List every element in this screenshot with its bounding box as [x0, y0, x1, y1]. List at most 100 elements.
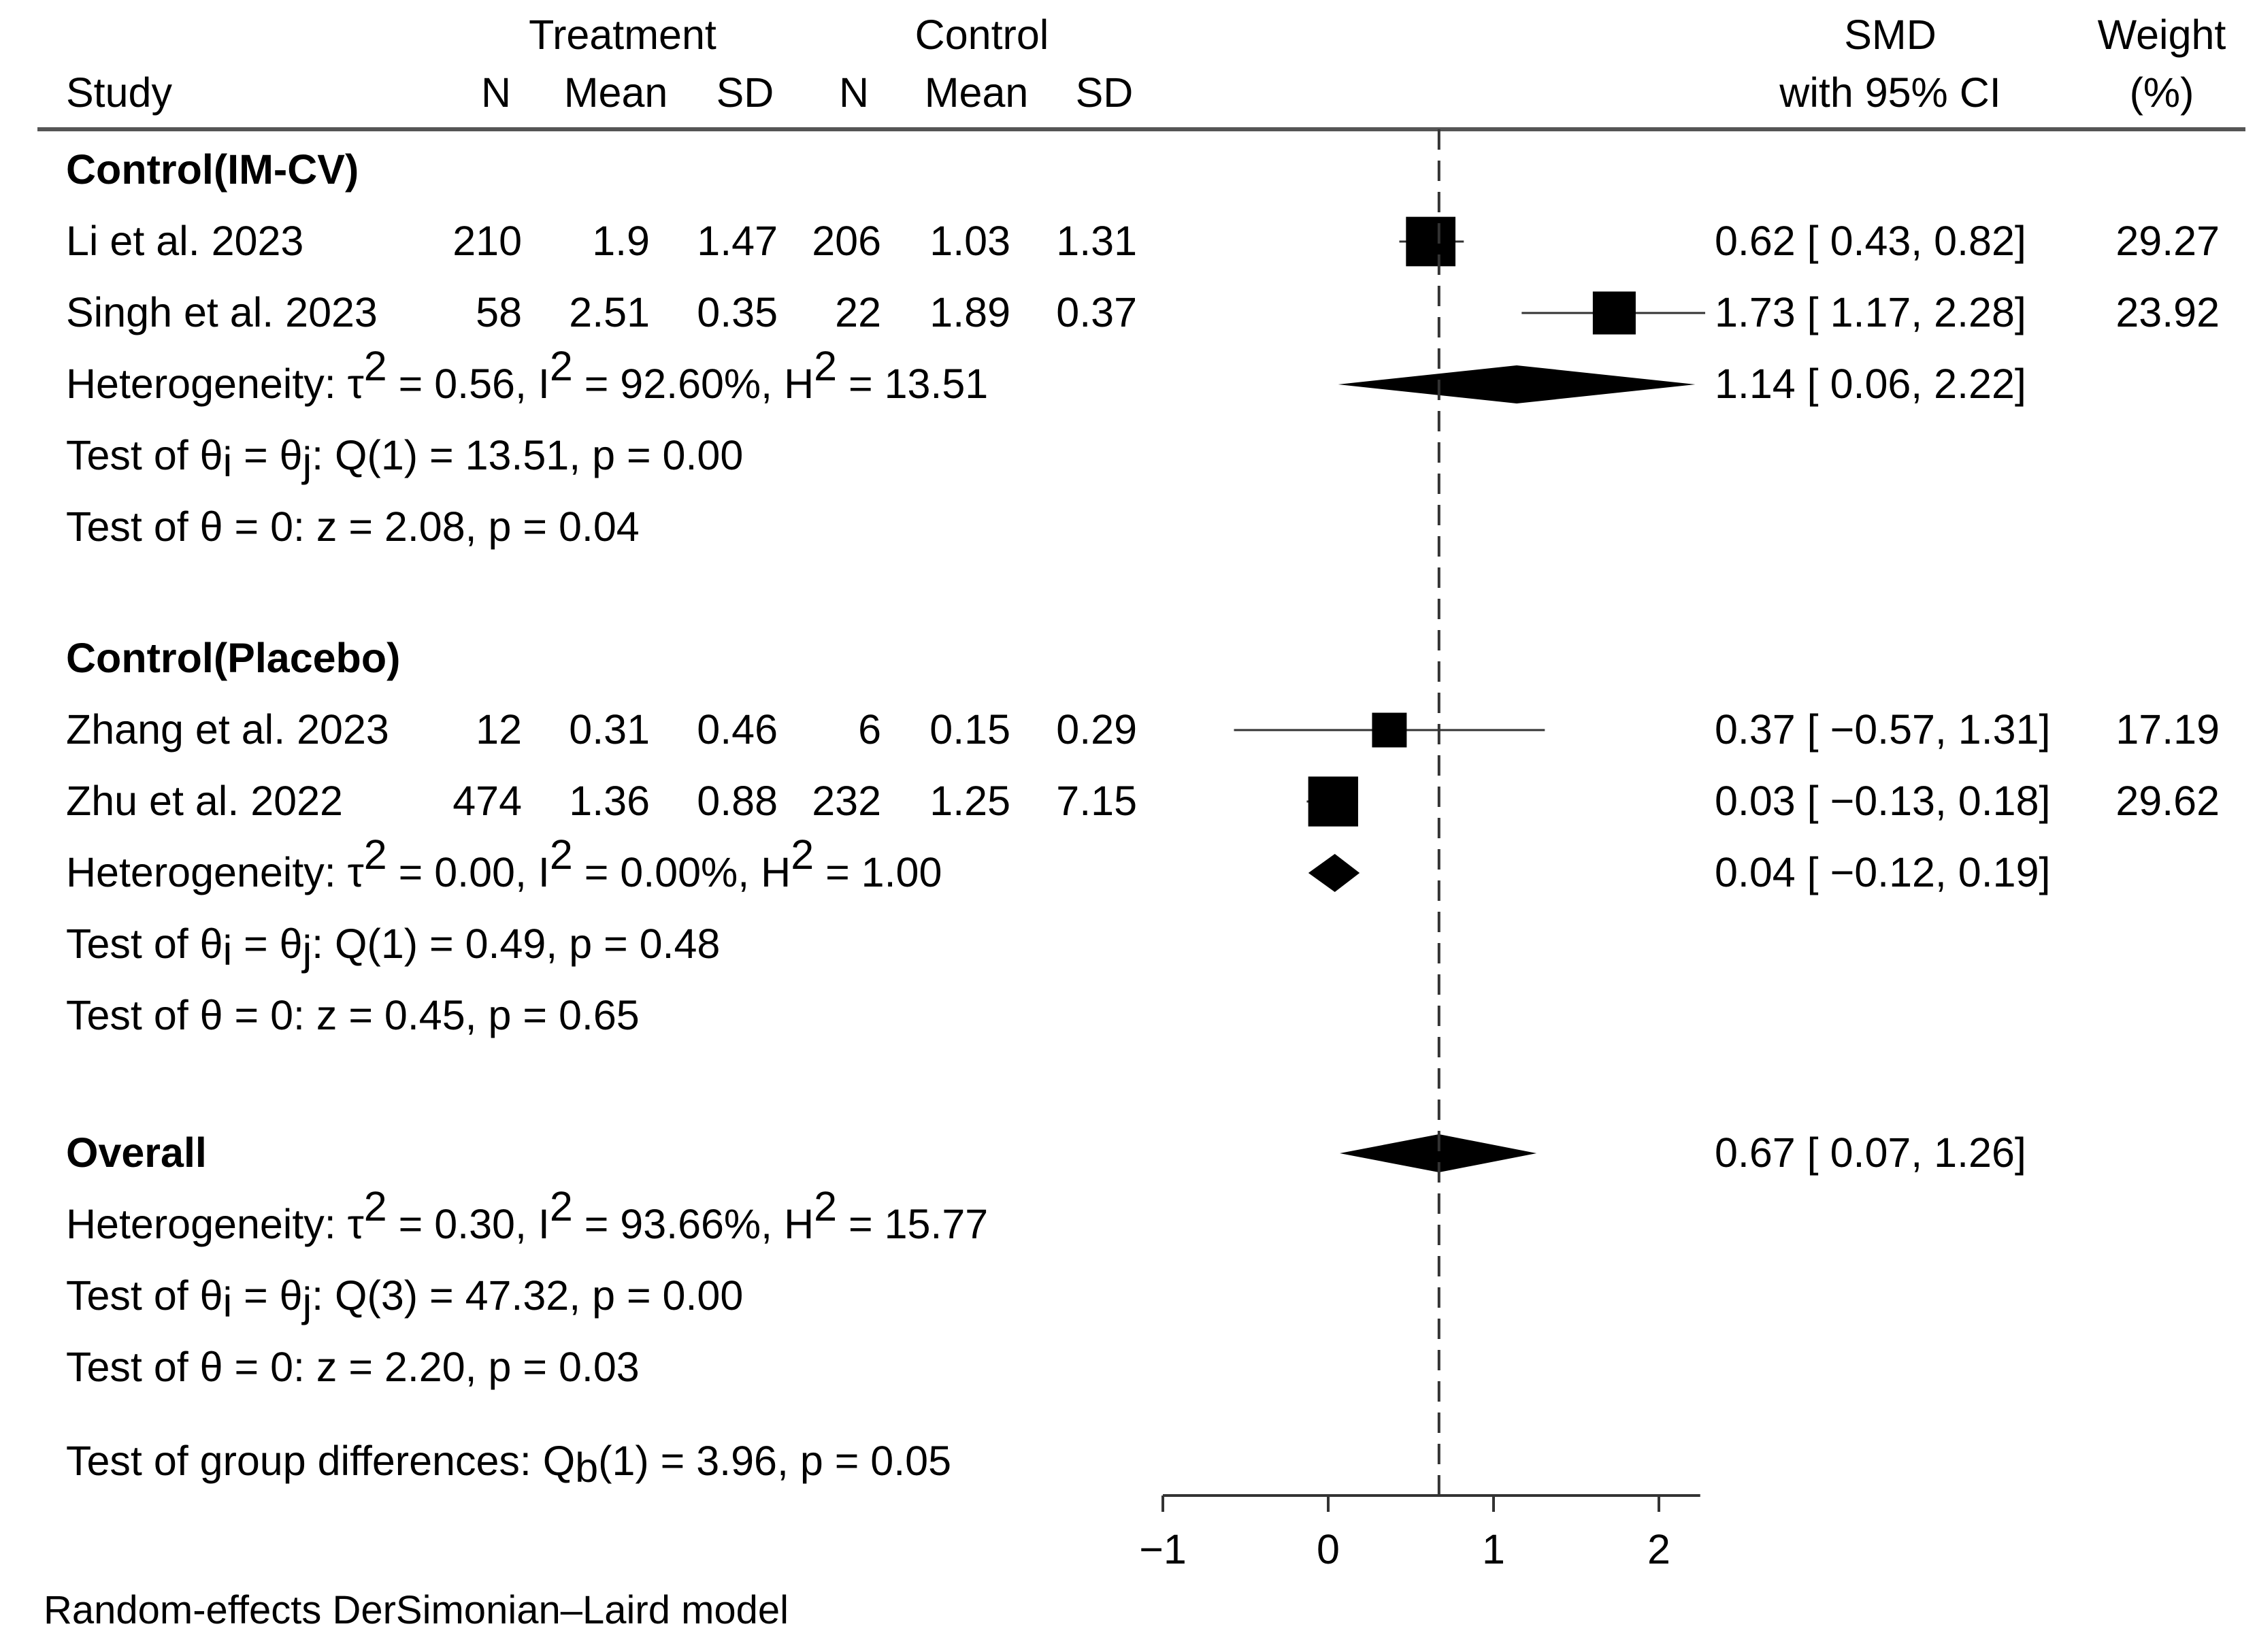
study-weight: 23.92 — [2115, 289, 2220, 335]
het-sup: 2 — [364, 343, 387, 389]
treatment-n: 474 — [452, 778, 522, 824]
het-i-text: = 0.00, I — [387, 849, 550, 895]
test-text: = θ — [232, 1272, 302, 1319]
axis-tick-label: 0 — [1317, 1526, 1340, 1572]
header-weight: Weight — [2098, 12, 2226, 58]
control-n: 232 — [812, 778, 881, 824]
treatment-sd: 0.35 — [697, 289, 778, 335]
homogeneity-test: Test of θi = θj: Q(3) = 47.32, p = 0.00 — [66, 1272, 743, 1325]
treatment-n: 58 — [476, 289, 522, 335]
het-value: = 1.00 — [814, 849, 942, 895]
het-value: = 13.51 — [837, 361, 988, 407]
heterogeneity-label: Heterogeneity: τ2 = 0.56, I2 = 92.60%, H… — [66, 343, 988, 407]
study-marker — [1308, 776, 1358, 827]
treatment-sd: 0.46 — [697, 706, 778, 753]
group-label: Overall — [66, 1129, 207, 1176]
rows-layer: Control(IM-CV)Li et al. 2023 210 1.9 1.47 20… — [66, 129, 2220, 1496]
study-label: Li et al. 2023 — [66, 218, 303, 264]
het-sup: 2 — [364, 831, 387, 878]
study-weight: 29.27 — [2115, 218, 2220, 264]
study-marker — [1406, 216, 1456, 267]
study-ci: 0.03 [ −0.13, 0.18] — [1715, 778, 2050, 824]
het-sup: 2 — [814, 343, 837, 389]
test-sub: i — [223, 439, 233, 485]
het-sup: 2 — [550, 343, 573, 389]
het-sup: 2 — [814, 1183, 837, 1229]
header-control: Control — [915, 12, 1049, 58]
group-differences-test: Test of group differences: Qb(1) = 3.96,… — [66, 1438, 951, 1491]
het-tau-text: Heterogeneity: τ — [66, 361, 364, 407]
control-sd: 0.29 — [1056, 706, 1137, 753]
groupdiff-text: (1) = 3.96, p = 0.05 — [598, 1438, 951, 1484]
homogeneity-test: Test of θi = θj: Q(1) = 0.49, p = 0.48 — [66, 921, 720, 974]
control-mean: 1.03 — [929, 218, 1010, 264]
treatment-mean: 1.36 — [569, 778, 650, 824]
subgroup-ci: 1.14 [ 0.06, 2.22] — [1715, 361, 2026, 407]
heterogeneity-label: Heterogeneity: τ2 = 0.00, I2 = 0.00%, H2… — [66, 831, 942, 895]
het-sup: 2 — [550, 831, 573, 878]
study-ci: 1.73 [ 1.17, 2.28] — [1715, 289, 2026, 335]
study-marker — [1372, 712, 1407, 748]
study-ci: 0.62 [ 0.43, 0.82] — [1715, 218, 2026, 264]
test-text: = θ — [232, 921, 302, 967]
test-text: : Q(3) = 47.32, p = 0.00 — [312, 1272, 743, 1319]
study-marker — [1592, 291, 1636, 335]
control-n: 6 — [858, 706, 881, 753]
header-treatment-sd: SD — [716, 69, 774, 116]
header-weight-pct: (%) — [2130, 69, 2194, 116]
study-label: Zhang et al. 2023 — [66, 706, 389, 753]
axis-tick-label: 1 — [1482, 1526, 1505, 1572]
control-sd: 1.31 — [1056, 218, 1137, 264]
group-label: Control(IM-CV) — [66, 146, 359, 193]
test-sub: i — [223, 1279, 233, 1325]
treatment-sd: 0.88 — [697, 778, 778, 824]
subgroup-ci: 0.04 [ −0.12, 0.19] — [1715, 849, 2050, 895]
test-text: Test of θ — [66, 921, 223, 967]
het-i-text: = 0.56, I — [387, 361, 550, 407]
treatment-n: 210 — [452, 218, 522, 264]
header-study: Study — [66, 69, 172, 116]
test-text: Test of θ — [66, 432, 223, 478]
test-text: : Q(1) = 0.49, p = 0.48 — [312, 921, 720, 967]
treatment-n: 12 — [476, 706, 522, 753]
study-weight: 29.62 — [2115, 778, 2220, 824]
header-smd: SMD — [1844, 12, 1937, 58]
test-text: : Q(1) = 13.51, p = 0.00 — [312, 432, 743, 478]
control-sd: 7.15 — [1056, 778, 1137, 824]
homogeneity-test: Test of θi = θj: Q(1) = 13.51, p = 0.00 — [66, 432, 743, 485]
study-label: Zhu et al. 2022 — [66, 778, 343, 824]
header-control-n: N — [839, 69, 869, 116]
test-sub: i — [223, 927, 233, 974]
test-sub: j — [301, 927, 312, 974]
control-mean: 1.25 — [929, 778, 1010, 824]
treatment-sd: 1.47 — [697, 218, 778, 264]
groupdiff-sub: b — [575, 1444, 598, 1491]
test-sub: j — [301, 439, 312, 485]
treatment-mean: 2.51 — [569, 289, 650, 335]
treatment-mean: 1.9 — [592, 218, 650, 264]
model-note: Random-effects DerSimonian–Laird model — [44, 1588, 789, 1632]
test-text: = θ — [232, 432, 302, 478]
het-tau-text: Heterogeneity: τ — [66, 1201, 364, 1247]
het-sup: 2 — [791, 831, 814, 878]
axis-tick-label: 2 — [1647, 1526, 1670, 1572]
het-i-text: = 0.30, I — [387, 1201, 550, 1247]
header-control-sd: SD — [1076, 69, 1134, 116]
x-axis: −1 0 1 2 Random-effects DerSimonian–Laird mo… — [44, 1494, 1700, 1632]
study-label: Singh et al. 2023 — [66, 289, 378, 335]
effect-test: Test of θ = 0: z = 0.45, p = 0.65 — [66, 992, 640, 1038]
het-h-text: = 0.00%, H — [573, 849, 791, 895]
test-text: Test of θ — [66, 1272, 223, 1319]
test-sub: j — [301, 1279, 312, 1325]
study-weight: 17.19 — [2115, 706, 2220, 753]
header-treatment-n: N — [481, 69, 511, 116]
subgroup-diamond — [1338, 365, 1696, 403]
effect-test: Test of θ = 0: z = 2.20, p = 0.03 — [66, 1344, 640, 1390]
effect-test: Test of θ = 0: z = 2.08, p = 0.04 — [66, 503, 640, 550]
group-label: Control(Placebo) — [66, 635, 400, 681]
header-ci: with 95% CI — [1779, 69, 2000, 116]
overall-diamond — [1340, 1134, 1537, 1172]
overall-ci: 0.67 [ 0.07, 1.26] — [1715, 1129, 2026, 1176]
het-h-text: = 93.66%, H — [573, 1201, 814, 1247]
